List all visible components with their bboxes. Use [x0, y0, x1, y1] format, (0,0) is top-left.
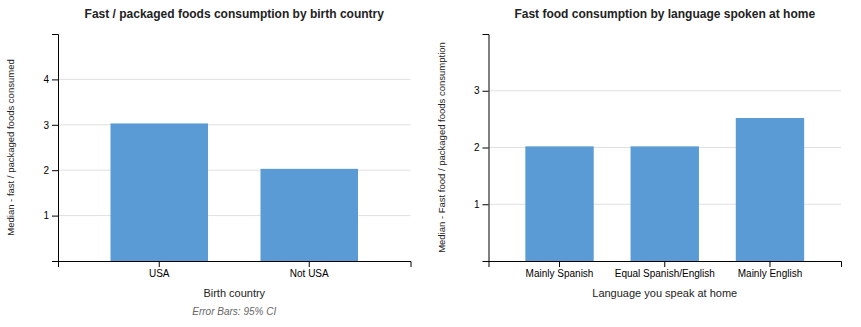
x-tick-mark — [309, 261, 310, 267]
bar — [736, 118, 804, 261]
y-tick-label: 3 — [43, 120, 49, 131]
bar — [631, 146, 699, 261]
y-axis-title: Median - fast / packaged foods consumed — [5, 59, 16, 235]
y-tick: 2 — [474, 142, 489, 153]
marks — [525, 118, 804, 261]
axis-line — [489, 262, 842, 268]
x-axis-title: Birth country — [203, 287, 265, 299]
x-tick: Mainly English — [738, 261, 802, 279]
y-tick-label: 1 — [43, 210, 49, 221]
y-tick-label: 3 — [474, 85, 480, 96]
y-axis-title: Median - Fast food / packaged foods cons… — [436, 42, 447, 253]
axis-line — [483, 35, 490, 262]
chart-title: Fast / packaged foods consumption by bir… — [85, 7, 385, 21]
chart-panel: USA Not USA 1 2 3 4 Fast / packaged foods cons… — [5, 7, 411, 317]
x-tick-label: Equal Spanish/English — [615, 268, 715, 279]
y-tick: 3 — [43, 120, 58, 131]
x-axis: Mainly Spanish Equal Spanish/English Mainl… — [489, 261, 842, 279]
y-tick-label: 2 — [474, 142, 480, 153]
x-tick-label: Mainly Spanish — [526, 268, 594, 279]
y-tick-mark — [483, 204, 489, 205]
y-tick-mark — [52, 125, 58, 126]
y-tick-mark — [483, 148, 489, 149]
y-tick-label: 2 — [43, 165, 49, 176]
y-tick-mark — [483, 91, 489, 92]
grid-line — [58, 79, 411, 80]
y-axis: 1 2 3 — [474, 35, 489, 262]
x-tick-label: Mainly English — [738, 268, 802, 279]
bar — [111, 123, 209, 261]
figure: USA Not USA 1 2 3 4 Fast / packaged foods cons… — [0, 0, 861, 327]
chart-panel: Mainly Spanish Equal Spanish/English Mainl… — [436, 7, 842, 299]
y-tick: 3 — [474, 85, 489, 96]
y-tick-label: 1 — [474, 199, 480, 210]
x-tick-mark — [159, 261, 160, 267]
x-tick: USA — [149, 261, 170, 279]
grid-line — [489, 90, 842, 91]
axis-line — [59, 262, 412, 268]
y-tick: 1 — [474, 199, 489, 210]
x-tick: Equal Spanish/English — [615, 261, 715, 279]
chart-container: USA Not USA 1 2 3 4 Fast / packaged foods cons… — [0, 0, 861, 327]
y-tick-mark — [52, 79, 58, 80]
x-tick: Mainly Spanish — [526, 261, 594, 279]
axis-line — [52, 35, 59, 262]
y-tick: 4 — [43, 74, 58, 85]
x-tick-mark — [559, 261, 560, 267]
x-tick-mark — [664, 261, 665, 267]
bar — [261, 169, 359, 261]
y-tick-mark — [52, 216, 58, 217]
y-axis: 1 2 3 4 — [43, 35, 58, 262]
x-tick-mark — [769, 261, 770, 267]
x-tick-label: USA — [149, 268, 170, 279]
bar — [525, 146, 593, 261]
x-axis: USA Not USA — [59, 261, 412, 279]
y-tick-label: 4 — [43, 74, 49, 85]
chart-title: Fast food consumption by language spoken… — [514, 7, 815, 21]
marks — [111, 123, 359, 261]
x-axis-title: Language you speak at home — [592, 287, 737, 299]
y-tick: 1 — [43, 210, 58, 221]
y-tick-mark — [52, 170, 58, 171]
x-tick: Not USA — [290, 261, 329, 279]
annotation: Error Bars: 95% CI — [192, 306, 276, 317]
x-tick-label: Not USA — [290, 268, 329, 279]
y-tick: 2 — [43, 165, 58, 176]
